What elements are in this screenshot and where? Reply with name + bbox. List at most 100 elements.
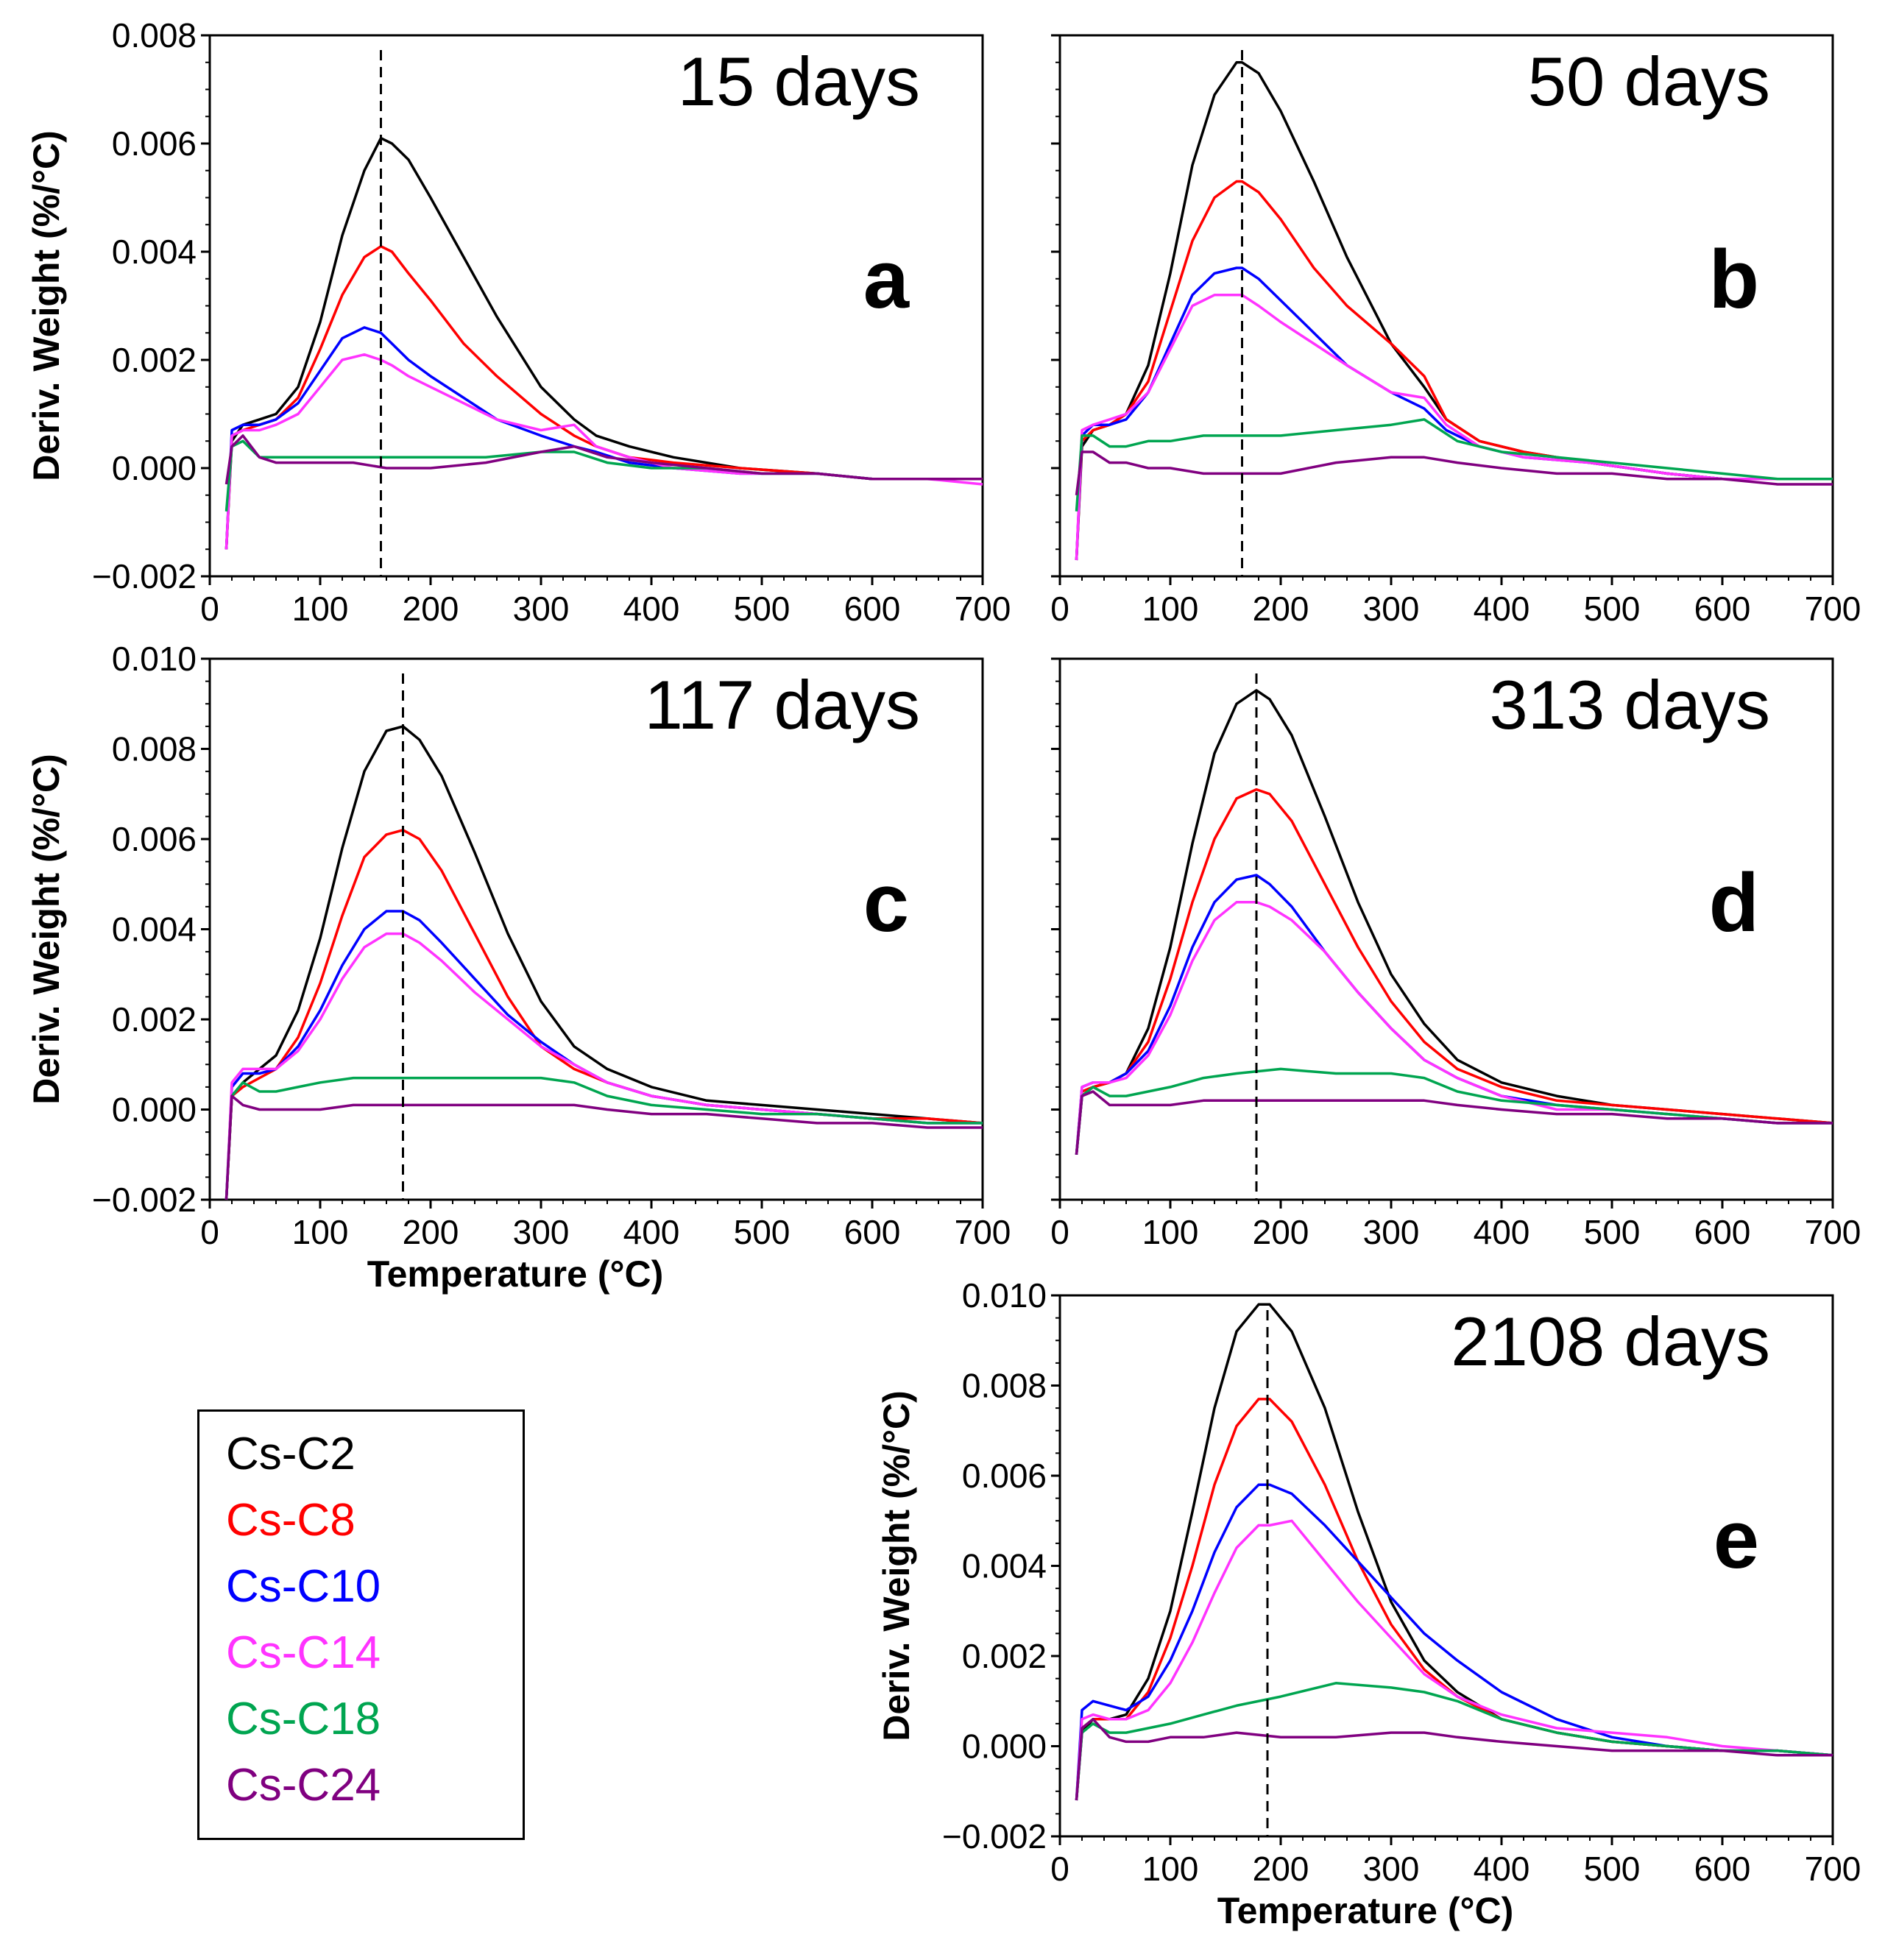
series-line-cs-c24	[224, 434, 983, 485]
x-tick-label: 600	[1694, 590, 1751, 628]
series-line-cs-c18	[224, 1076, 983, 1200]
x-tick-label: 0	[1050, 590, 1069, 628]
x-tick-label: 200	[403, 1213, 459, 1251]
x-tick-label: 100	[1142, 590, 1199, 628]
panel-letter: c	[863, 857, 909, 949]
x-tick-label: 400	[623, 590, 680, 628]
x-tick-label: 500	[1584, 590, 1641, 628]
legend-label: Cs-C18	[226, 1694, 381, 1744]
y-axis-title: Deriv. Weight (%/°C)	[26, 130, 67, 481]
x-tick-label: 400	[623, 1213, 680, 1251]
x-tick-label: 100	[1142, 1850, 1199, 1888]
y-tick-label: 0.002	[112, 341, 197, 379]
y-axis-title: Deriv. Weight (%/°C)	[876, 1390, 917, 1741]
y-tick-label: 0.006	[112, 820, 197, 858]
y-tick-label: 0.002	[962, 1637, 1047, 1675]
series-line-cs-c10	[1075, 1483, 1833, 1801]
x-tick-label: 100	[292, 590, 349, 628]
panel-letter: e	[1714, 1493, 1759, 1585]
x-tick-label: 400	[1474, 590, 1530, 628]
x-tick-label: 100	[1142, 1213, 1199, 1251]
legend-entry-cs-c18: Cs-C18	[226, 1693, 381, 1745]
y-tick-label: 0.000	[112, 1091, 197, 1129]
panel-title: 2108 days	[1451, 1303, 1770, 1380]
x-axis-title: Temperature (°C)	[367, 1253, 663, 1295]
legend-label: Cs-C8	[226, 1495, 356, 1546]
x-tick-label: 300	[1363, 590, 1420, 628]
y-axis-title: Deriv. Weight (%/°C)	[26, 754, 67, 1105]
y-tick-label: 0.008	[112, 16, 197, 54]
plot-area	[1058, 657, 1834, 1201]
series-line-cs-c18	[1075, 1067, 1833, 1155]
y-tick-label: 0.006	[112, 124, 197, 163]
x-tick-label: 400	[1474, 1213, 1530, 1251]
panel-title: 15 days	[678, 43, 920, 120]
series-line-cs-c14	[1075, 294, 1833, 561]
x-tick-label: 300	[1363, 1850, 1420, 1888]
legend-label: Cs-C14	[226, 1627, 381, 1678]
legend-entry-cs-c10: Cs-C10	[226, 1560, 381, 1613]
panel-letter: b	[1709, 233, 1759, 325]
panel-letter: d	[1709, 857, 1759, 949]
x-tick-label: 0	[1050, 1213, 1069, 1251]
y-tick-label: 0.010	[962, 1276, 1047, 1315]
panel-title: 117 days	[644, 666, 920, 743]
x-tick-label: 700	[1805, 1213, 1861, 1251]
x-tick-label: 700	[1805, 590, 1861, 628]
legend-label: Cs-C24	[226, 1760, 381, 1811]
y-tick-label: 0.000	[112, 449, 197, 487]
panel-b: 0 100 200 300 400 500 600 700 50 days b	[1050, 34, 1861, 628]
y-tick-label: −0.002	[942, 1817, 1047, 1855]
x-tick-label: 700	[955, 590, 1011, 628]
legend-entry-cs-c24: Cs-C24	[226, 1759, 381, 1811]
x-axis-title: Temperature (°C)	[1217, 1890, 1513, 1931]
x-tick-label: 500	[1584, 1850, 1641, 1888]
series-line-cs-c14	[224, 932, 983, 1200]
series-line-cs-c24	[1075, 1090, 1833, 1155]
panel-title: 50 days	[1528, 43, 1770, 120]
panel-d: 0 100 200 300 400 500 600 700 313 days d	[1050, 657, 1861, 1251]
y-tick-label: 0.004	[112, 910, 197, 949]
series-line-cs-c24	[1075, 1718, 1833, 1801]
legend-label: Cs-C10	[226, 1561, 381, 1612]
y-tick-label: 0.008	[962, 1367, 1047, 1405]
x-tick-label: 300	[513, 1213, 570, 1251]
y-tick-label: 0.008	[112, 730, 197, 768]
x-tick-label: 600	[844, 590, 901, 628]
x-tick-label: 300	[1363, 1213, 1420, 1251]
series-line-cs-c24	[1075, 450, 1833, 496]
legend: Cs-C2 Cs-C8 Cs-C10 Cs-C14 Cs-C18 Cs-C24	[197, 1409, 525, 1840]
panel-c: 0 100 200 300 400 500 600 700 −0.002 0.000 0.002 0.…	[26, 640, 1011, 1295]
x-tick-label: 700	[955, 1213, 1011, 1251]
series-line-cs-c18	[1075, 418, 1833, 512]
x-tick-label: 500	[734, 590, 791, 628]
x-tick-label: 600	[844, 1213, 901, 1251]
panel-letter: a	[863, 233, 910, 325]
x-tick-label: 600	[1694, 1850, 1751, 1888]
plot-area	[1058, 1294, 1834, 1838]
x-tick-label: 500	[734, 1213, 791, 1251]
series-line-cs-c18	[1075, 1682, 1833, 1801]
x-tick-label: 700	[1805, 1850, 1861, 1888]
y-tick-label: 0.004	[112, 233, 197, 271]
series-line-cs-c2	[224, 725, 983, 1200]
x-tick-label: 100	[292, 1213, 349, 1251]
x-tick-label: 400	[1474, 1850, 1530, 1888]
y-tick-label: −0.002	[92, 557, 197, 595]
panel-a: 0 100 200 300 400 500 600 700 −0.002 0.000 0.002 0.…	[26, 16, 1011, 628]
x-tick-label: 0	[1050, 1850, 1069, 1888]
y-tick-label: 0.006	[962, 1457, 1047, 1495]
x-tick-label: 200	[403, 590, 459, 628]
panel-title: 313 days	[1489, 666, 1770, 743]
y-tick-label: 0.000	[962, 1727, 1047, 1766]
legend-entry-cs-c8: Cs-C8	[226, 1494, 356, 1546]
x-tick-label: 500	[1584, 1213, 1641, 1251]
x-tick-label: 200	[1253, 1850, 1309, 1888]
y-tick-label: 0.002	[112, 1000, 197, 1039]
legend-entry-cs-c2: Cs-C2	[226, 1428, 356, 1480]
legend-entry-cs-c14: Cs-C14	[226, 1627, 381, 1679]
legend-label: Cs-C2	[226, 1429, 356, 1479]
x-tick-label: 600	[1694, 1213, 1751, 1251]
y-tick-label: 0.010	[112, 640, 197, 678]
